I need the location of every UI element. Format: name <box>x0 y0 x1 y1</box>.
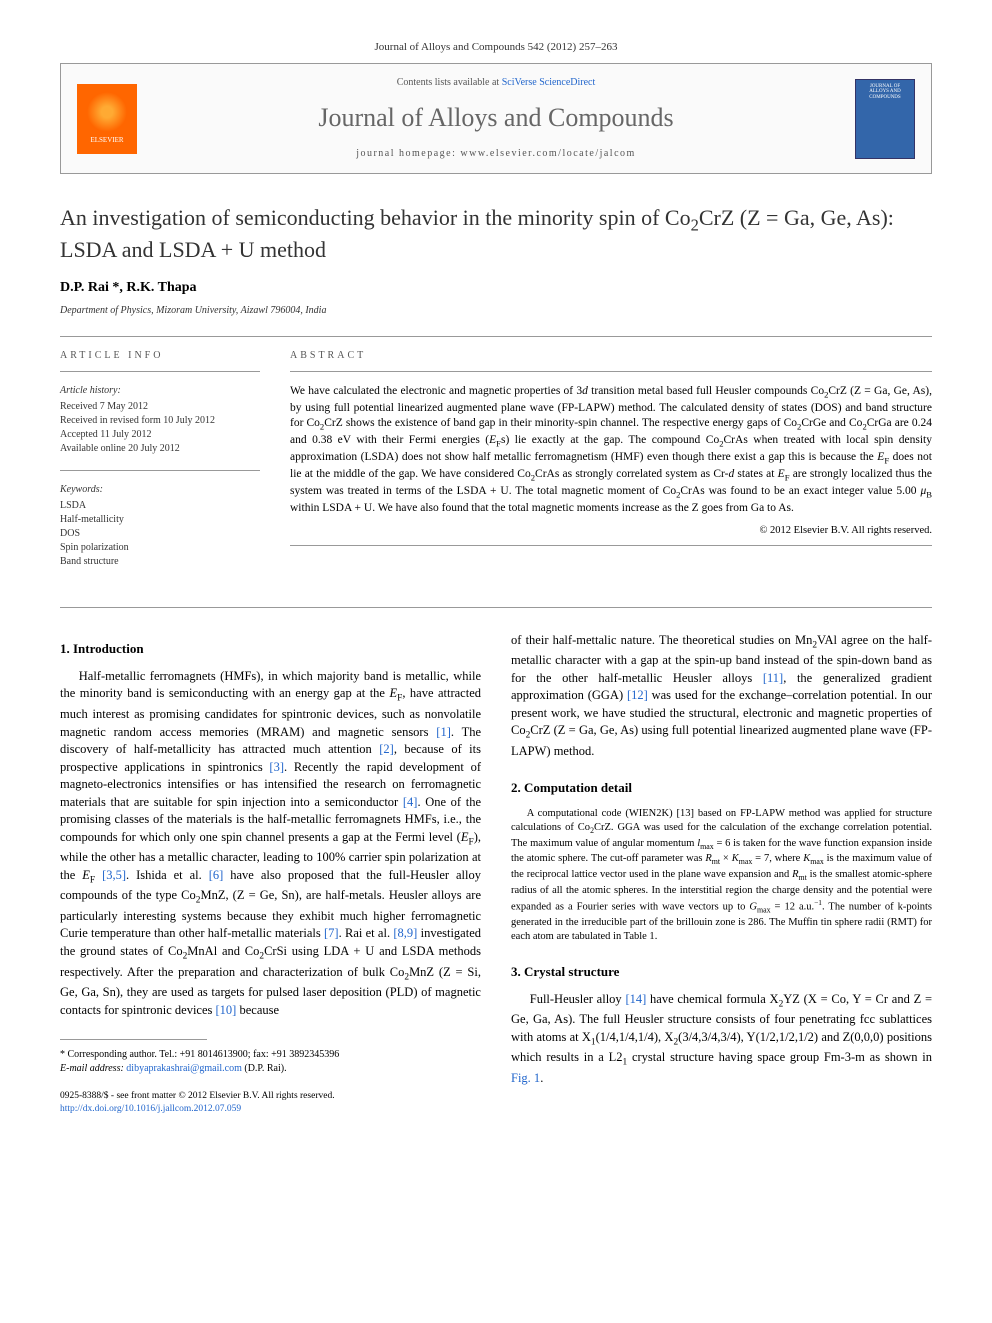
journal-title: Journal of Alloys and Compounds <box>153 100 839 136</box>
keyword: Spin polarization <box>60 541 260 555</box>
journal-cover-thumbnail: JOURNAL OF ALLOYS AND COMPOUNDS <box>855 79 915 159</box>
abstract-heading: ABSTRACT <box>290 349 932 363</box>
elsevier-logo: ELSEVIER <box>77 84 137 154</box>
elsevier-tree-icon <box>87 92 127 132</box>
keyword: Half-metallicity <box>60 513 260 527</box>
header-center: Contents lists available at SciVerse Sci… <box>153 76 839 160</box>
corr-tel-fax: * Corresponding author. Tel.: +91 801461… <box>60 1048 481 1062</box>
computation-paragraph: A computational code (WIEN2K) [13] based… <box>511 807 932 945</box>
right-column: of their half-mettalic nature. The theor… <box>511 632 932 1115</box>
footer-block: 0925-8388/$ - see front matter © 2012 El… <box>60 1090 481 1115</box>
affiliation: Department of Physics, Mizoram Universit… <box>60 304 932 318</box>
homepage-url[interactable]: www.elsevier.com/locate/jalcom <box>460 148 635 159</box>
left-column: 1. Introduction Half-metallic ferromagne… <box>60 632 481 1115</box>
journal-reference: Journal of Alloys and Compounds 542 (201… <box>60 40 932 55</box>
section-divider <box>60 607 932 608</box>
keywords-label: Keywords: <box>60 483 260 497</box>
corresponding-author: * Corresponding author. Tel.: +91 801461… <box>60 1048 481 1076</box>
crystal-paragraph: Full-Heusler alloy [14] have chemical fo… <box>511 991 932 1088</box>
keywords-block: Keywords: LSDA Half-metallicity DOS Spin… <box>60 483 260 569</box>
keyword: DOS <box>60 527 260 541</box>
divider <box>60 371 260 372</box>
abstract-column: ABSTRACT We have calculated the electron… <box>290 349 932 583</box>
history-line: Received in revised form 10 July 2012 <box>60 414 260 428</box>
history-line: Accepted 11 July 2012 <box>60 428 260 442</box>
divider <box>60 336 932 337</box>
divider <box>60 470 260 471</box>
abstract-text: We have calculated the electronic and ma… <box>290 384 932 517</box>
issn-line: 0925-8388/$ - see front matter © 2012 El… <box>60 1090 481 1102</box>
keyword: LSDA <box>60 499 260 513</box>
article-history-block: Article history: Received 7 May 2012 Rec… <box>60 384 260 456</box>
doi-link[interactable]: http://dx.doi.org/10.1016/j.jallcom.2012… <box>60 1104 241 1114</box>
contents-line: Contents lists available at SciVerse Sci… <box>153 76 839 90</box>
article-info-column: ARTICLE INFO Article history: Received 7… <box>60 349 260 583</box>
email-label: E-mail address: <box>60 1063 124 1074</box>
intro-continuation: of their half-mettalic nature. The theor… <box>511 632 932 761</box>
abstract-copyright: © 2012 Elsevier B.V. All rights reserved… <box>290 524 932 539</box>
article-title: An investigation of semiconducting behav… <box>60 204 932 264</box>
section-1-heading: 1. Introduction <box>60 640 481 658</box>
history-line: Received 7 May 2012 <box>60 400 260 414</box>
email-suffix: (D.P. Rai). <box>244 1063 286 1074</box>
journal-header-box: ELSEVIER Contents lists available at Sci… <box>60 63 932 173</box>
elsevier-label: ELSEVIER <box>90 136 123 146</box>
corr-email-line: E-mail address: dibyaprakashrai@gmail.co… <box>60 1062 481 1076</box>
history-line: Available online 20 July 2012 <box>60 442 260 456</box>
authors: D.P. Rai *, R.K. Thapa <box>60 278 932 298</box>
homepage-line: journal homepage: www.elsevier.com/locat… <box>153 147 839 161</box>
history-label: Article history: <box>60 384 260 398</box>
contents-prefix: Contents lists available at <box>397 77 502 88</box>
intro-paragraph: Half-metallic ferromagnets (HMFs), in wh… <box>60 668 481 1019</box>
email-link[interactable]: dibyaprakashrai@gmail.com <box>126 1063 242 1074</box>
info-abstract-row: ARTICLE INFO Article history: Received 7… <box>60 349 932 583</box>
footnote-separator <box>60 1039 207 1040</box>
divider <box>290 545 932 546</box>
cover-thumb-text: JOURNAL OF ALLOYS AND COMPOUNDS <box>860 84 910 101</box>
article-info-heading: ARTICLE INFO <box>60 349 260 363</box>
section-2-heading: 2. Computation detail <box>511 779 932 797</box>
body-two-column: 1. Introduction Half-metallic ferromagne… <box>60 632 932 1115</box>
keyword: Band structure <box>60 555 260 569</box>
homepage-prefix: journal homepage: <box>356 148 460 159</box>
divider <box>290 371 932 372</box>
sciencedirect-link[interactable]: SciVerse ScienceDirect <box>502 77 596 88</box>
section-3-heading: 3. Crystal structure <box>511 963 932 981</box>
